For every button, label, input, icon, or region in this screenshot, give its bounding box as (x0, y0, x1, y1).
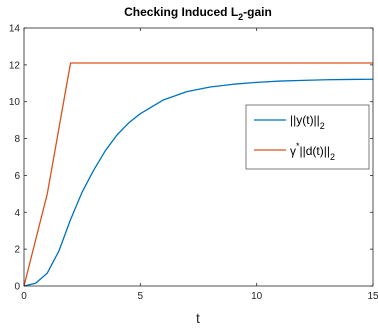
tick-layer: 0 5 10 15 0 2 4 6 8 10 12 14 (9, 24, 378, 303)
legend-box (245, 104, 370, 170)
y-tick-label: 6 (14, 171, 20, 182)
x-tick-label: 10 (251, 291, 263, 302)
x-tick-label: 15 (367, 291, 378, 302)
y-tick-label: 2 (14, 245, 20, 256)
y-tick-label: 0 (14, 282, 20, 293)
x-tick-label: 5 (138, 291, 144, 302)
legend: ||y(t)||2 γ*||d(t)||2 (245, 104, 370, 170)
y-tick-label: 14 (9, 24, 21, 35)
y-tick-label: 12 (9, 60, 21, 71)
x-tick-label: 0 (21, 291, 27, 302)
legend-label-gamma-d: γ*||d(t)||2 (290, 141, 335, 162)
legend-label-y: ||y(t)||2 (290, 113, 325, 131)
series-line-0 (23, 78, 374, 287)
series-layer (23, 62, 374, 287)
axes-box (23, 27, 374, 287)
y-tick-label: 8 (14, 134, 20, 145)
chart-title: Checking Induced L2-gain (124, 5, 272, 22)
x-axis-label: t (196, 310, 200, 326)
series-line-1 (23, 62, 373, 287)
y-tick-label: 10 (9, 97, 21, 108)
y-tick-label: 4 (14, 208, 20, 219)
